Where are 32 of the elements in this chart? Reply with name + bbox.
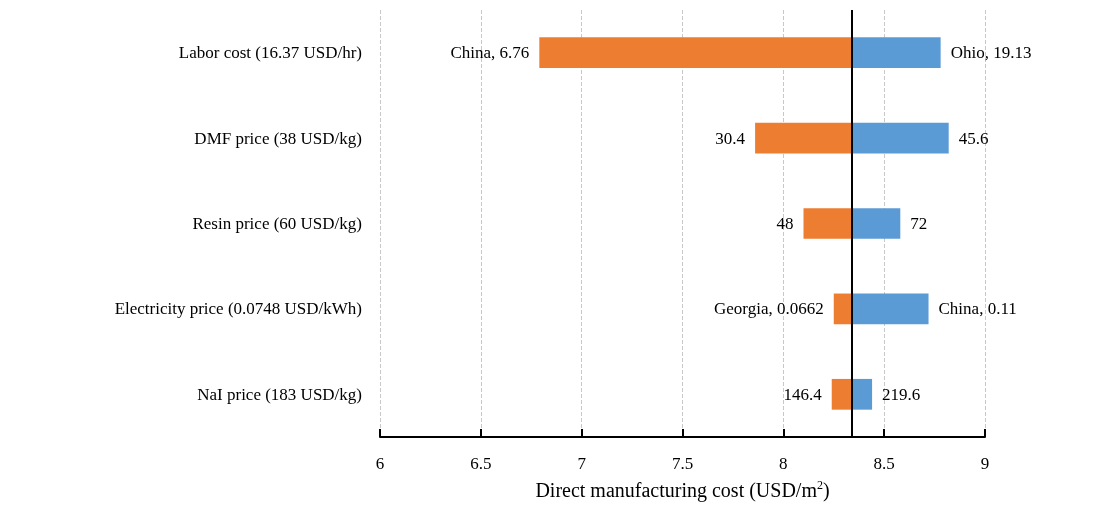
x-tick-label: 9	[980, 454, 990, 473]
x-tick-label: 8.5	[873, 454, 895, 473]
y-tick-label: Labor cost (16.37 USD/hr)	[178, 43, 362, 63]
bar	[831, 378, 852, 410]
bar	[851, 293, 929, 325]
annotation: 48	[776, 214, 794, 233]
x-tick-label: 7.5	[671, 454, 694, 473]
bar	[833, 293, 852, 325]
bar	[851, 208, 901, 239]
annotation: Ohio, 19.13	[950, 43, 1032, 63]
annotation: Georgia, 0.0662	[714, 299, 824, 319]
bar	[539, 37, 852, 69]
y-tick-label: DMF price (38 USD/kg)	[194, 128, 362, 148]
annotation: China, 6.76	[450, 43, 530, 63]
x-tick-label: 8	[779, 454, 788, 473]
y-tick-label: Resin price (60 USD/kg)	[192, 214, 362, 233]
annotation: 30.4	[715, 128, 746, 148]
y-tick-label: Electricity price (0.0748 USD/kWh)	[114, 299, 362, 319]
annotation: 219.6	[882, 384, 921, 404]
annotation: 72	[910, 214, 928, 233]
y-tick-label: NaI price (183 USD/kg)	[197, 384, 362, 404]
bar	[755, 122, 852, 154]
bar	[851, 37, 941, 69]
x-tick-label: 6.5	[470, 454, 492, 473]
bar	[803, 208, 852, 239]
annotation: 146.4	[783, 384, 823, 404]
x-tick-label: 7	[577, 454, 587, 473]
annotation: 45.6	[958, 128, 989, 148]
bar	[851, 378, 873, 410]
x-tick-label: 6	[375, 454, 385, 473]
bar	[851, 122, 949, 154]
annotation: China, 0.11	[938, 299, 1017, 319]
